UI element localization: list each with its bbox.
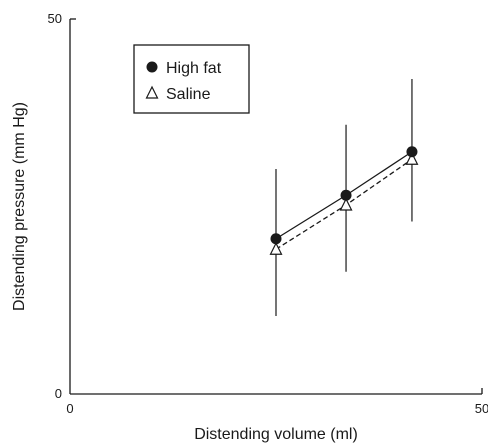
- x-axis-title: Distending volume (ml): [194, 426, 358, 443]
- x-tick-label-0: 0: [66, 401, 73, 416]
- point-high-fat-2: [340, 189, 352, 201]
- legend-label-saline: Saline: [166, 86, 211, 103]
- axes: 0 50 0 50 Distending volume (ml) Distend…: [11, 11, 488, 443]
- legend-marker-high-fat: [146, 61, 158, 73]
- point-high-fat-1: [270, 233, 282, 245]
- legend-label-high-fat: High fat: [166, 60, 222, 77]
- legend-box: [133, 44, 250, 114]
- y-tick-label-50: 50: [48, 11, 62, 26]
- x-tick-label-50: 50: [475, 401, 488, 416]
- point-saline-3: [405, 151, 419, 165]
- y-tick-label-0: 0: [55, 386, 62, 401]
- legend: High fat Saline: [133, 44, 250, 114]
- point-high-fat-3: [406, 146, 418, 158]
- point-saline-2: [339, 197, 353, 211]
- legend-marker-saline: [145, 85, 159, 99]
- point-saline-1: [269, 241, 283, 255]
- plot-area: [269, 79, 419, 316]
- y-axis-title: Distending pressure (mm Hg): [11, 102, 28, 311]
